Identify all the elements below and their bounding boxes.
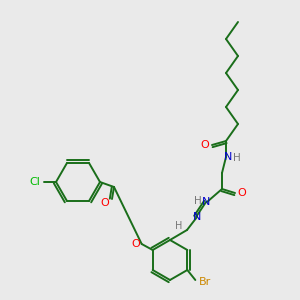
Text: H: H	[175, 221, 183, 231]
Text: N: N	[202, 197, 210, 207]
Text: O: O	[100, 198, 109, 208]
Text: Cl: Cl	[30, 177, 40, 187]
Text: N: N	[193, 212, 201, 222]
Text: N: N	[224, 152, 232, 162]
Text: O: O	[201, 140, 209, 150]
Text: O: O	[131, 239, 140, 249]
Text: H: H	[194, 196, 202, 206]
Text: H: H	[233, 153, 241, 163]
Text: O: O	[238, 188, 246, 198]
Text: Br: Br	[199, 277, 212, 287]
